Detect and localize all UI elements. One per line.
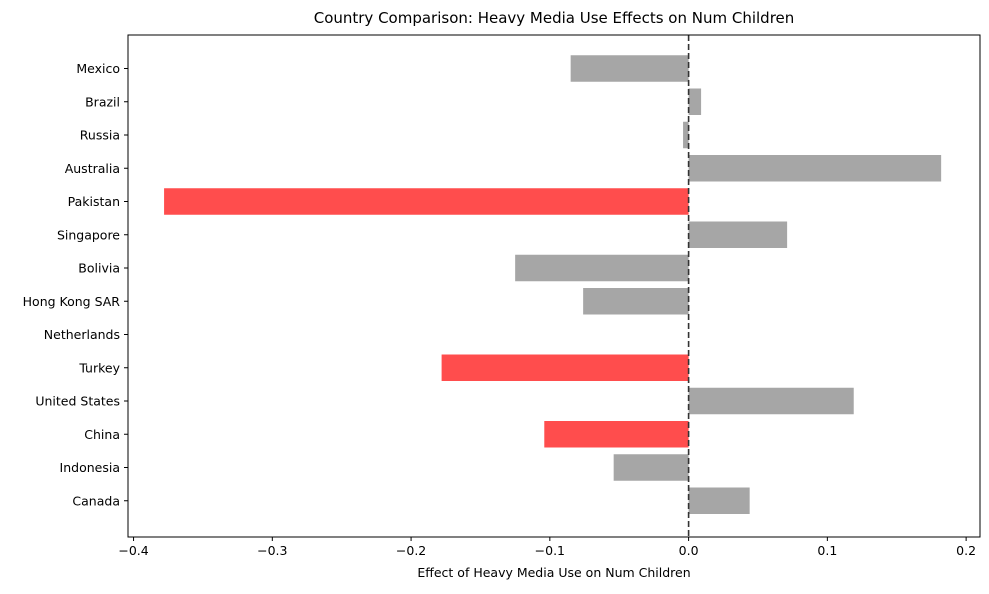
x-tick-label: 0.2 — [956, 543, 976, 558]
bar-turkey — [441, 354, 689, 381]
y-tick-label-brazil: Brazil — [85, 94, 120, 109]
bar-united-states — [688, 387, 854, 415]
chart-title: Country Comparison: Heavy Media Use Effe… — [314, 9, 795, 27]
y-tick-label-pakistan: Pakistan — [68, 194, 120, 209]
bar-singapore — [688, 221, 788, 248]
bars-layer — [164, 55, 942, 514]
bar-bolivia — [515, 254, 689, 282]
bar-russia — [683, 121, 689, 149]
x-tick-label: 0.0 — [679, 543, 699, 558]
x-tick-label: −0.4 — [118, 543, 148, 558]
x-tick-label: −0.3 — [257, 543, 287, 558]
x-axis-ticks: −0.4 −0.3 −0.2 −0.1 0.0 0.1 0.2 — [118, 537, 976, 558]
y-tick-label-united-states: United States — [35, 394, 120, 409]
y-tick-label-china: China — [84, 427, 120, 442]
y-tick-label-mexico: Mexico — [76, 61, 120, 76]
x-tick-label: −0.1 — [535, 543, 565, 558]
bar-mexico — [570, 55, 689, 82]
y-tick-label-australia: Australia — [65, 161, 120, 176]
bar-canada — [688, 487, 750, 514]
bar-brazil — [688, 88, 702, 115]
bar-china — [544, 421, 689, 448]
x-tick-label: −0.2 — [396, 543, 426, 558]
y-tick-label-singapore: Singapore — [57, 227, 120, 242]
y-tick-label-indonesia: Indonesia — [60, 460, 120, 475]
bar-indonesia — [613, 454, 689, 481]
y-tick-label-turkey: Turkey — [78, 360, 120, 375]
y-tick-label-bolivia: Bolivia — [78, 261, 120, 276]
y-tick-label-canada: Canada — [72, 493, 120, 508]
bar-australia — [688, 155, 942, 182]
x-axis-label: Effect of Heavy Media Use on Num Childre… — [417, 565, 690, 580]
bar-pakistan — [164, 188, 689, 215]
bar-hong-kong-sar — [583, 288, 689, 315]
y-tick-label-russia: Russia — [80, 128, 120, 143]
x-tick-label: 0.1 — [817, 543, 837, 558]
plot-frame — [127, 34, 981, 538]
y-tick-label-hong-kong-sar: Hong Kong SAR — [23, 294, 121, 309]
y-axis-ticks: Mexico Brazil Russia Australia Pakistan Singa… — [23, 61, 128, 508]
y-tick-label-netherlands: Netherlands — [44, 327, 120, 342]
